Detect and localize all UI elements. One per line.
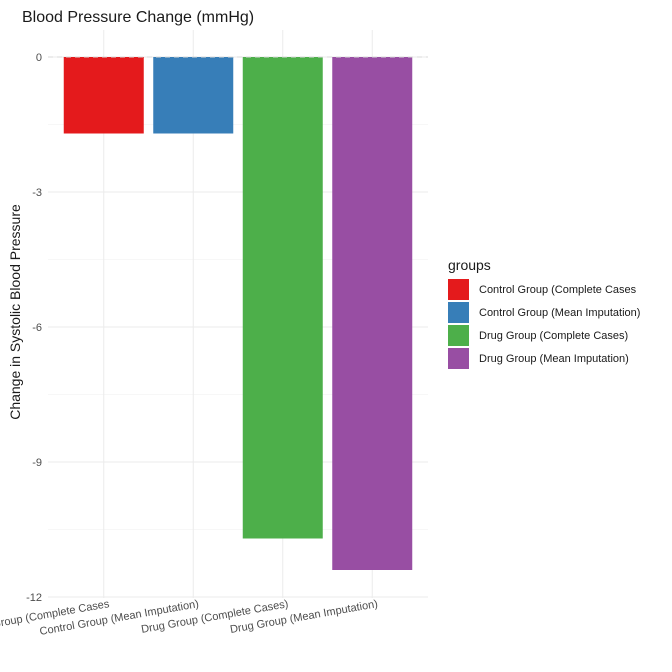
legend: groups Control Group (Complete Cases Cont… xyxy=(448,257,640,369)
legend-label: Drug Group (Complete Cases) xyxy=(479,330,628,342)
legend-swatch xyxy=(448,348,469,369)
y-axis-title: Change in Systolic Blood Pressure xyxy=(7,204,23,420)
legend-swatch xyxy=(448,325,469,346)
y-axis-ticks: 0 -3 -6 -9 -12 xyxy=(26,52,42,604)
legend-swatch xyxy=(448,279,469,300)
y-tick-label: -12 xyxy=(26,592,42,604)
legend-label: Control Group (Mean Imputation) xyxy=(479,307,640,319)
y-tick-label: -9 xyxy=(32,457,42,469)
bar xyxy=(63,57,144,134)
legend-label: Drug Group (Mean Imputation) xyxy=(479,353,629,365)
legend-title: groups xyxy=(448,257,491,273)
legend-swatch xyxy=(448,302,469,323)
y-tick-label: -6 xyxy=(32,322,42,334)
y-tick-label: -3 xyxy=(32,187,42,199)
bar xyxy=(242,57,323,539)
bars xyxy=(63,57,413,570)
y-tick-label: 0 xyxy=(36,52,42,64)
bar xyxy=(332,57,413,570)
bar xyxy=(153,57,234,134)
legend-label: Control Group (Complete Cases xyxy=(479,284,637,296)
chart-title: Blood Pressure Change (mmHg) xyxy=(22,9,254,26)
